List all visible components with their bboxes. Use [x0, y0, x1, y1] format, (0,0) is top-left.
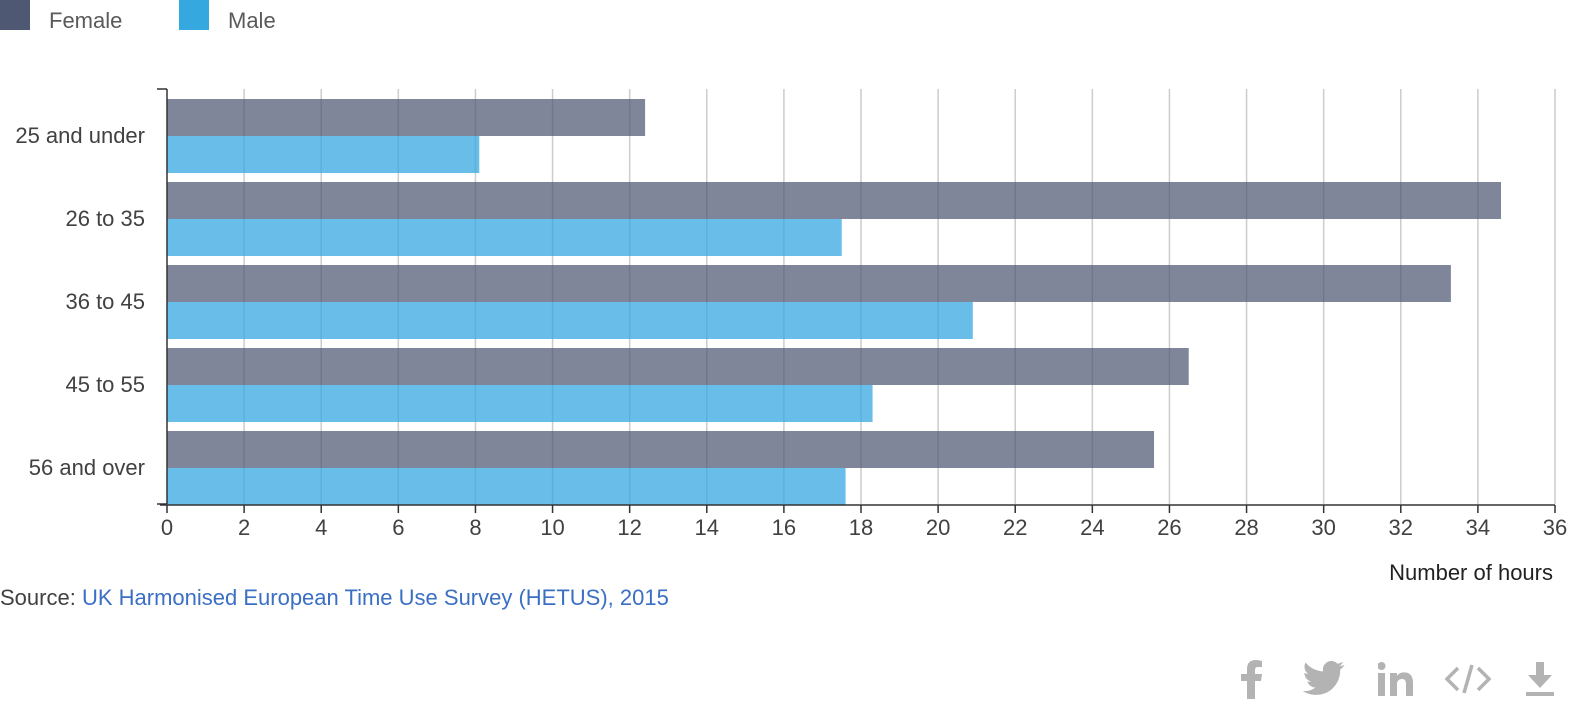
- bar-female: [167, 431, 1155, 468]
- legend-swatch-female: [0, 0, 30, 30]
- chart-bars: [167, 99, 1502, 505]
- category-label: 26 to 35: [65, 206, 145, 231]
- source-note: Source: UK Harmonised European Time Use …: [0, 585, 669, 611]
- x-tick-label: 20: [926, 515, 950, 540]
- source-prefix: Source:: [0, 585, 76, 610]
- x-tick-label: 28: [1234, 515, 1258, 540]
- x-tick-label: 14: [695, 515, 719, 540]
- bar-male: [167, 302, 973, 339]
- linkedin-icon[interactable]: [1373, 656, 1419, 702]
- bar-female: [167, 182, 1502, 219]
- x-tick-label: 2: [238, 515, 250, 540]
- x-tick-label: 4: [315, 515, 327, 540]
- x-tick-label: 12: [617, 515, 641, 540]
- x-axis-title: Number of hours: [1389, 560, 1553, 585]
- category-label: 25 and under: [15, 123, 145, 148]
- x-tick-label: 36: [1543, 515, 1567, 540]
- x-tick-label: 10: [540, 515, 564, 540]
- share-toolbar: [1229, 656, 1563, 702]
- download-icon[interactable]: [1517, 656, 1563, 702]
- bar-female: [167, 99, 646, 136]
- bar-female: [167, 348, 1189, 385]
- x-tick-label: 0: [161, 515, 173, 540]
- x-tick-label: 30: [1311, 515, 1335, 540]
- legend-swatch-male: [179, 0, 209, 30]
- bar-male: [167, 385, 873, 422]
- x-tick-label: 18: [849, 515, 873, 540]
- bar-male: [167, 136, 480, 173]
- bar-female: [167, 265, 1451, 302]
- legend-label-male: Male: [228, 8, 276, 33]
- legend-label-female: Female: [49, 8, 122, 33]
- chart-legend: Female Male: [0, 0, 276, 33]
- x-tick-label: 16: [772, 515, 796, 540]
- facebook-icon[interactable]: [1229, 656, 1275, 702]
- bar-chart: Female Male 25 and under 26 to 35 36 to 45 4…: [0, 0, 1567, 585]
- x-tick-label: 34: [1466, 515, 1490, 540]
- bar-male: [167, 468, 846, 505]
- chart-axes: [157, 88, 1556, 513]
- x-tick-label: 32: [1389, 515, 1413, 540]
- category-label: 56 and over: [29, 455, 145, 480]
- bar-male: [167, 219, 842, 256]
- x-tick-label: 24: [1080, 515, 1104, 540]
- x-tick-label: 6: [392, 515, 404, 540]
- x-tick-label: 8: [469, 515, 481, 540]
- x-tick-label: 26: [1157, 515, 1181, 540]
- embed-code-icon[interactable]: [1445, 656, 1491, 702]
- chart-labels: 25 and under 26 to 35 36 to 45 45 to 55 56 a…: [15, 123, 1567, 585]
- category-label: 36 to 45: [65, 289, 145, 314]
- source-link[interactable]: UK Harmonised European Time Use Survey (…: [81, 585, 669, 610]
- twitter-icon[interactable]: [1301, 656, 1347, 702]
- category-label: 45 to 55: [65, 372, 145, 397]
- x-tick-label: 22: [1003, 515, 1027, 540]
